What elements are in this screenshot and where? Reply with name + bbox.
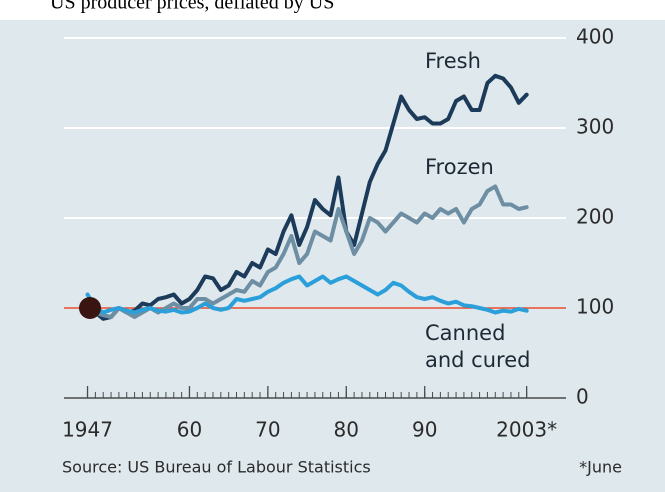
base-marker bbox=[79, 297, 101, 319]
y-tick-label: 0 bbox=[576, 385, 589, 409]
x-tick-label: 60 bbox=[177, 418, 202, 442]
y-tick-label: 200 bbox=[576, 205, 614, 229]
footnote: *June bbox=[579, 458, 622, 477]
x-tick-label: 2003* bbox=[496, 418, 557, 442]
source: Source: US Bureau of Labour Statistics bbox=[62, 458, 371, 477]
x-tick-label: 70 bbox=[255, 418, 280, 442]
series-line bbox=[85, 73, 529, 321]
x-tick-label: 1947 bbox=[62, 418, 113, 442]
y-tick-label: 300 bbox=[576, 115, 614, 139]
series-label: Frozen bbox=[425, 155, 494, 179]
chart-title: US producer prices, deflated by US bbox=[50, 0, 334, 14]
lines bbox=[85, 73, 529, 321]
x-tick-label: 90 bbox=[412, 418, 437, 442]
chart-background bbox=[0, 20, 665, 492]
y-tick-label: 100 bbox=[576, 295, 614, 319]
y-tick-label: 400 bbox=[576, 25, 614, 49]
series-label: Fresh bbox=[425, 49, 481, 73]
series-label: Canned and cured bbox=[425, 321, 531, 372]
x-tick-label: 80 bbox=[334, 418, 359, 442]
series-line bbox=[85, 274, 529, 315]
